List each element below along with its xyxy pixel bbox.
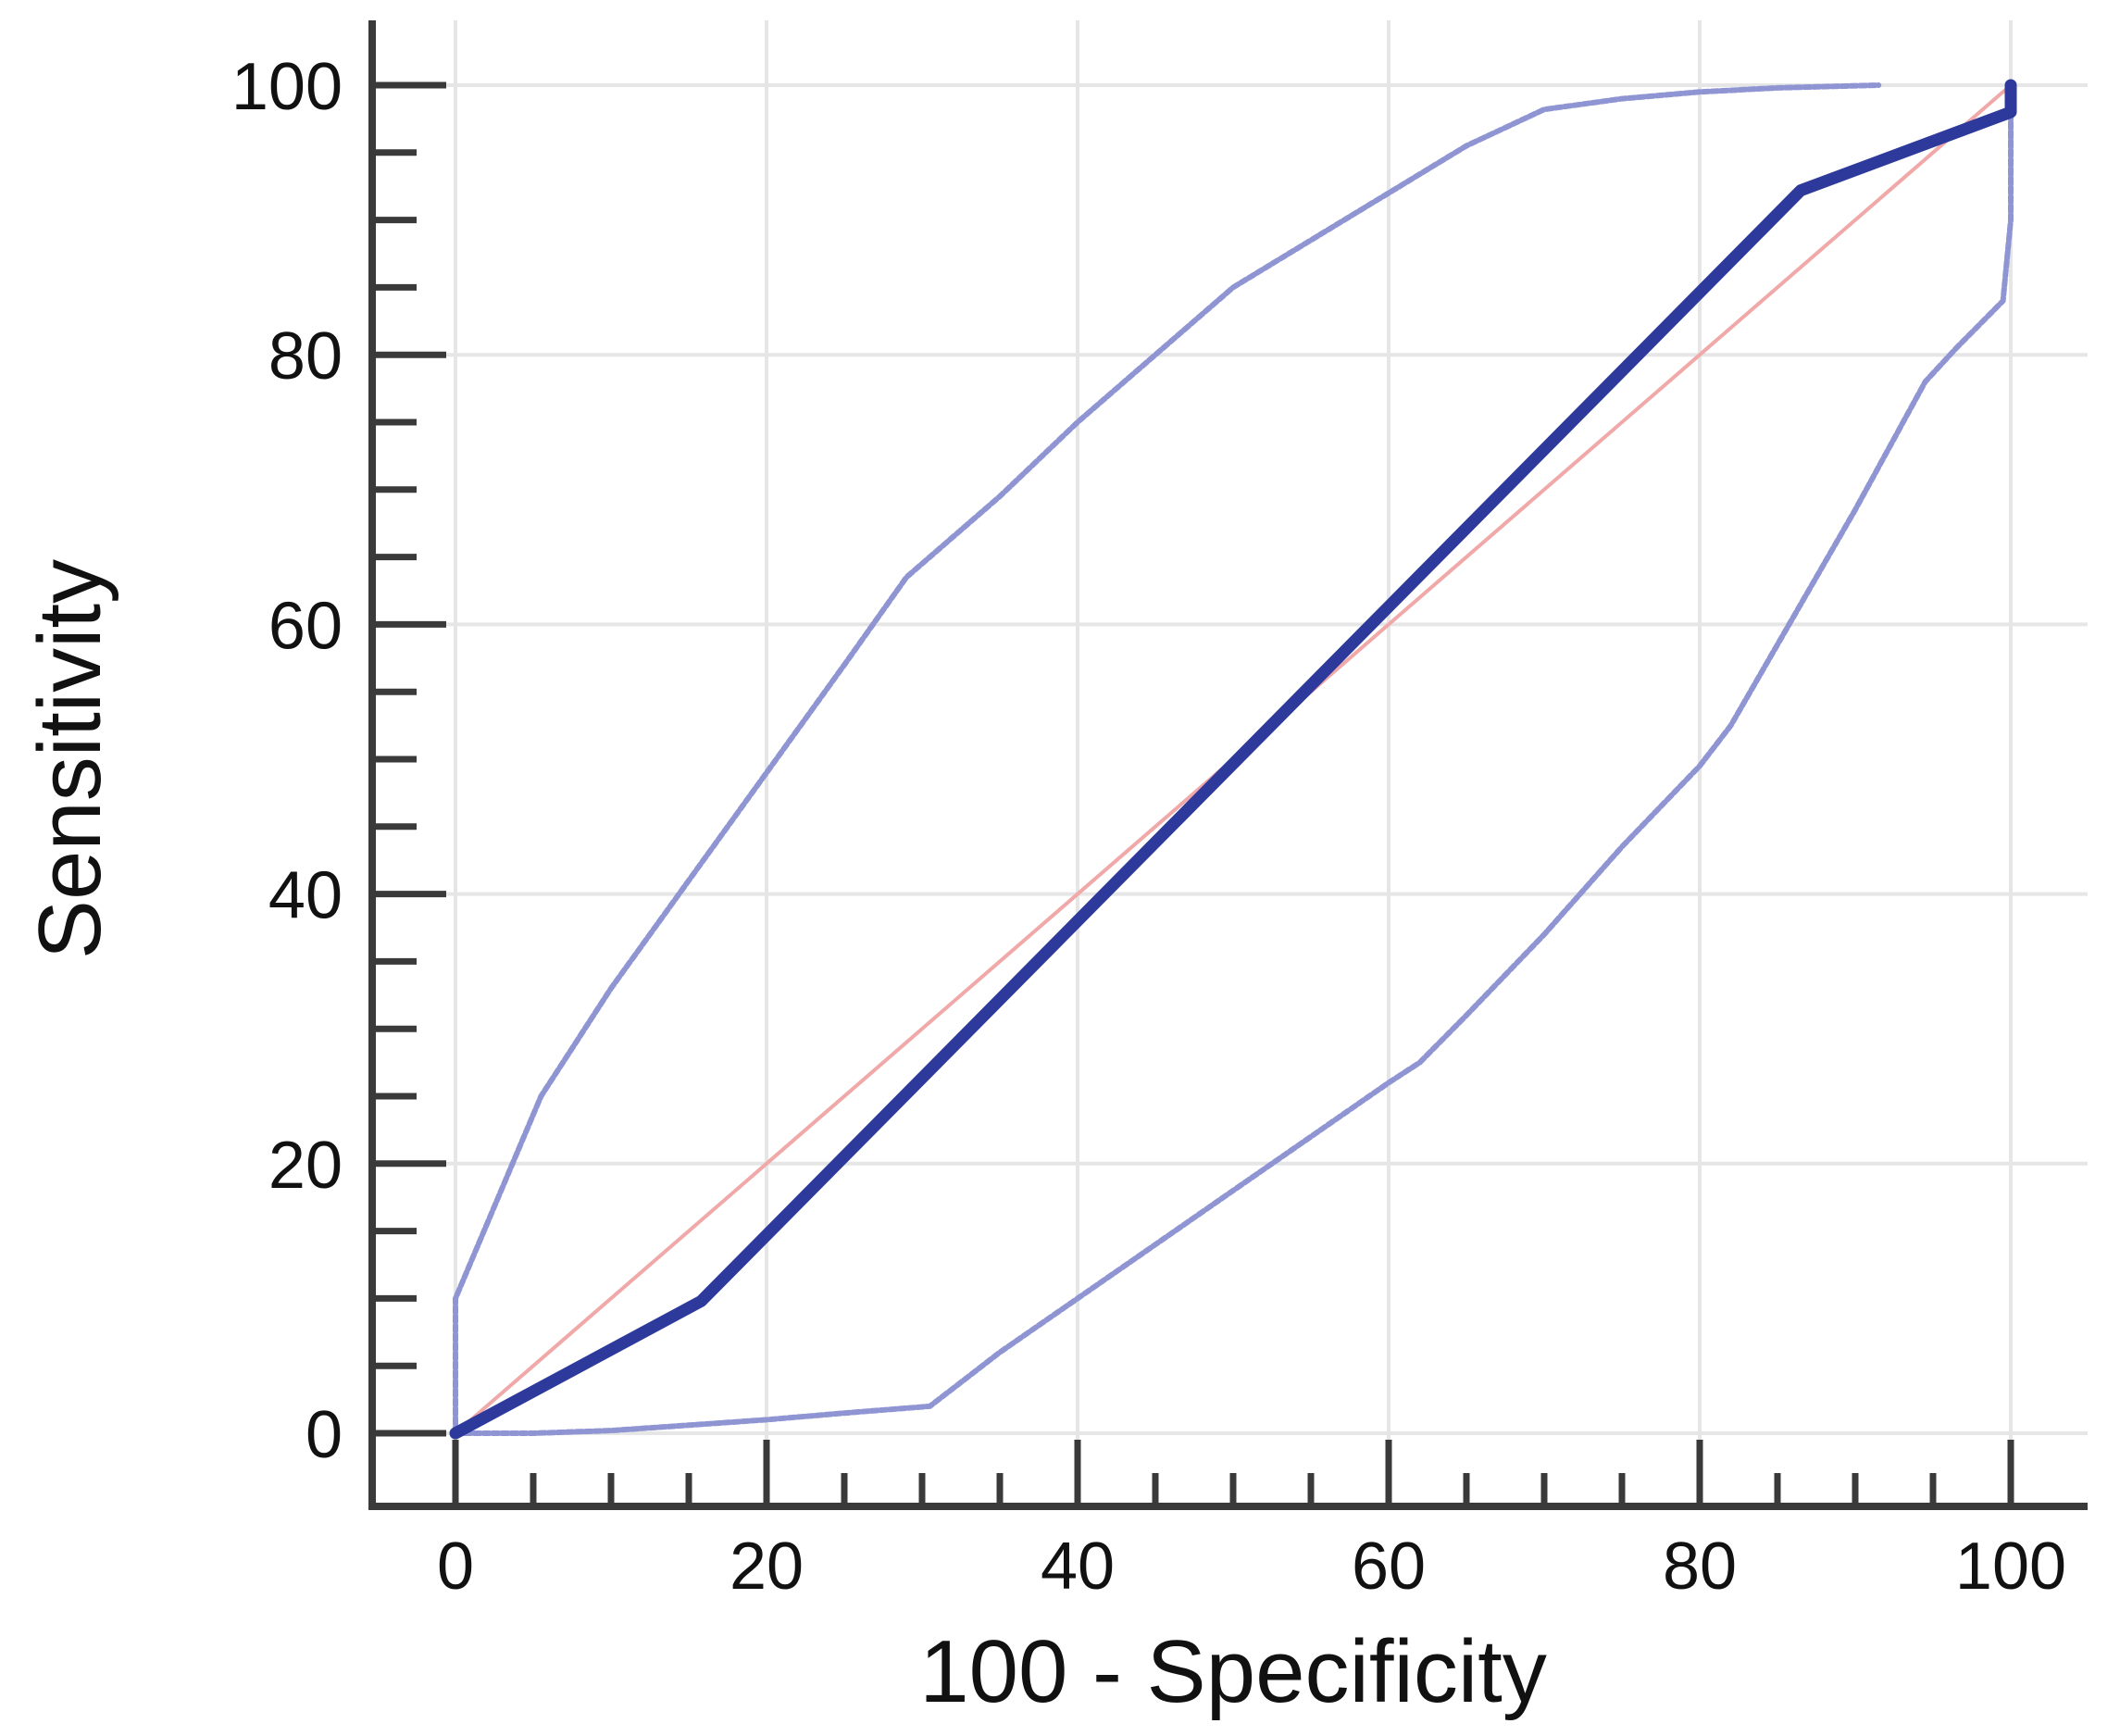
ci-upper-line bbox=[453, 82, 1882, 1436]
x-tick-label: 40 bbox=[1041, 1530, 1115, 1604]
y-tick-label: 60 bbox=[268, 589, 343, 663]
roc-curve-line bbox=[449, 79, 2017, 1440]
x-tick-label: 100 bbox=[1955, 1530, 2066, 1604]
series-layer bbox=[449, 79, 2017, 1440]
y-tick-label: 100 bbox=[231, 50, 343, 124]
ci-lower-line bbox=[453, 82, 2014, 1436]
x-axis-title: 100 - Specificity bbox=[919, 1622, 1547, 1721]
x-tick-label: 0 bbox=[437, 1530, 474, 1604]
y-tick-label: 20 bbox=[268, 1129, 343, 1203]
x-tick-label: 20 bbox=[730, 1530, 804, 1604]
x-tick-label: 60 bbox=[1352, 1530, 1426, 1604]
y-tick-label: 80 bbox=[268, 319, 343, 393]
y-tick-label: 40 bbox=[268, 859, 343, 933]
y-axis-title: Sensitivity bbox=[20, 559, 119, 959]
axes bbox=[368, 20, 2088, 1510]
y-tick-label: 0 bbox=[306, 1398, 343, 1472]
tick-labels: 0 20 40 60 80 100 0 20 40 60 80 100 bbox=[231, 50, 2066, 1604]
x-tick-label: 80 bbox=[1663, 1530, 1737, 1604]
